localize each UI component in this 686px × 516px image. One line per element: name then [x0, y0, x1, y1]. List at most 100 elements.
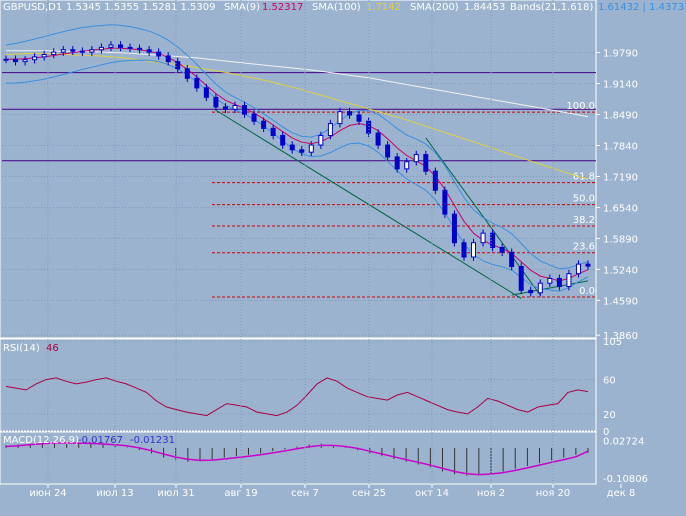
candle-body — [108, 44, 114, 48]
candle-body — [242, 104, 248, 115]
candle-body — [413, 154, 419, 163]
sma9-label: SMA(9) — [224, 2, 260, 13]
macd-value-main: -0.01767 — [78, 435, 123, 446]
candle-body — [547, 277, 553, 284]
y-tick-label: 1.6540 — [603, 203, 638, 214]
candle-body — [32, 56, 38, 61]
rsi-title: RSI(14) — [3, 343, 40, 354]
x-tick-label: сен 25 — [352, 488, 386, 499]
candle-body — [451, 213, 457, 244]
fib-level-label: 23.6 — [573, 242, 595, 253]
candle-body — [318, 135, 324, 146]
candle-body — [51, 51, 57, 55]
candle-body — [117, 44, 123, 48]
x-tick-label: ноя 2 — [477, 488, 505, 499]
macd-tick-label: -0.10806 — [603, 474, 648, 485]
bands-value: 1.61432 | 1.43733 — [598, 2, 686, 13]
candle-body — [70, 49, 76, 52]
candle-body — [3, 58, 9, 61]
macd-panel[interactable] — [0, 431, 597, 485]
candle-body — [356, 114, 362, 122]
candle-body — [480, 232, 486, 244]
rsi-layer — [2, 340, 596, 432]
candle-body — [394, 156, 400, 170]
candle-body — [327, 123, 333, 136]
candle-body — [89, 49, 95, 53]
symbol-label: GBPUSD,D1 — [3, 2, 62, 13]
candle-body — [537, 282, 543, 294]
y-tick-label: 1.3860 — [603, 331, 638, 342]
y-tick-label: 1.9790 — [603, 49, 638, 60]
x-tick-label: окт 14 — [415, 488, 449, 499]
rsi-tick-label: 20 — [603, 410, 616, 421]
candle-body — [461, 242, 467, 258]
candle-body — [127, 46, 133, 49]
bollinger-lower-line — [5, 59, 589, 292]
candle-body — [499, 246, 505, 253]
candle-body — [404, 161, 410, 170]
candle-body — [41, 54, 47, 58]
candle-body — [175, 61, 181, 70]
candle-body — [165, 55, 171, 63]
macd-tick-label: 0.02724 — [603, 436, 644, 447]
rsi-tick-label: 105 — [603, 337, 622, 348]
fib-level-label: 0.0 — [579, 286, 595, 297]
candle-body — [222, 106, 228, 110]
y-tick-label: 1.7190 — [603, 172, 638, 183]
axis-layer: июн 24 июл 13 июл 31 авг 19 сен 7 сен 25 окт 1… — [29, 0, 648, 499]
candle-body — [184, 68, 190, 79]
rsi-line — [5, 377, 589, 417]
candle-body — [423, 154, 429, 172]
candle-body — [251, 113, 257, 122]
price-panel[interactable] — [0, 0, 597, 339]
candle-body — [289, 144, 295, 151]
candle-body — [556, 277, 562, 288]
x-tick-label: июл 31 — [157, 488, 194, 499]
candle-body — [585, 263, 591, 267]
candle-body — [261, 120, 267, 129]
candle-body — [232, 104, 238, 110]
sma200-label: SMA(200) — [410, 2, 459, 13]
candle-body — [575, 263, 581, 275]
fib-level-label: 38.2 — [573, 215, 595, 226]
candle-body — [270, 127, 276, 136]
candle-body — [375, 132, 381, 146]
candle-body — [432, 170, 438, 191]
sma100-label: SMA(100) — [312, 2, 361, 13]
x-tick-label: дек 8 — [607, 488, 636, 499]
sma100-value: 1.7142 — [366, 2, 401, 13]
candle-body — [442, 189, 448, 215]
x-tick-label: июл 13 — [96, 488, 133, 499]
x-tick-label: сен 7 — [291, 488, 319, 499]
x-tick-label: ноя 20 — [536, 488, 571, 499]
candle-body — [98, 46, 104, 51]
x-tick-label: авг 19 — [224, 488, 257, 499]
candle-body — [566, 273, 572, 288]
price-layer: 100.0 61.8 50.0 38.2 23.6 0.0 — [2, 24, 596, 336]
macd-layer — [5, 442, 589, 476]
candle-body — [471, 242, 477, 258]
candle-body — [366, 120, 372, 134]
candle-body — [346, 111, 352, 116]
y-tick-label: 1.5890 — [603, 234, 638, 245]
y-tick-label: 1.8490 — [603, 111, 638, 122]
candle-body — [13, 58, 19, 63]
rsi-tick-label: 0 — [603, 427, 609, 438]
macd-title: MACD(12,26,9) — [3, 435, 79, 446]
ohlc-label: 1.5345 1.5355 1.5281 1.5309 — [66, 2, 216, 13]
candle-body — [203, 87, 209, 98]
rsi-panel[interactable] — [0, 338, 597, 432]
candle-body — [509, 251, 515, 268]
candle-body — [528, 289, 534, 294]
candle-body — [194, 77, 200, 89]
fib-level-label: 100.0 — [566, 101, 595, 112]
candle-body — [337, 111, 343, 125]
candle-body — [518, 266, 524, 291]
candle-body — [280, 135, 286, 146]
bollinger-upper-line — [5, 24, 589, 270]
candle-body — [299, 149, 305, 153]
candle-body — [213, 96, 219, 108]
candle-body — [137, 47, 143, 51]
